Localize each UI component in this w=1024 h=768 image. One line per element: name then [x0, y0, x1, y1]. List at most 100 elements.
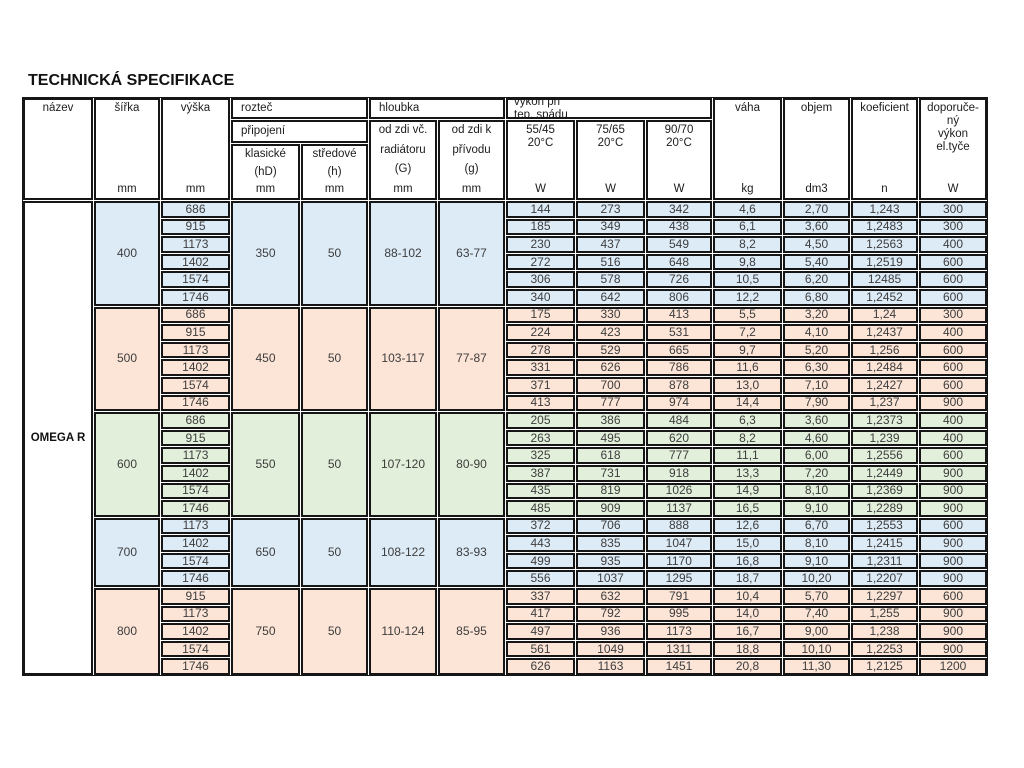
group-width-cell: 600	[94, 412, 160, 517]
group-width-cell: 800	[94, 588, 160, 676]
height-cell: 1574	[161, 271, 230, 288]
coefficient-cell: 1,2452	[851, 288, 918, 306]
coefficient-cell: 1,239	[851, 429, 918, 447]
power-5545-cell: 337	[506, 588, 575, 605]
group-depth-G-cell: 107-120	[369, 412, 437, 517]
power-9070-cell: 531	[646, 324, 712, 341]
header-objem: objem dm3	[783, 98, 850, 200]
power-5545-cell: 263	[506, 429, 575, 447]
volume-cell: 6,00	[783, 447, 850, 464]
coefficient-cell: 1,24	[851, 306, 918, 324]
height-cell: 915	[161, 588, 230, 605]
power-9070-cell: 413	[646, 306, 712, 324]
el-rod-power-cell: 300	[919, 201, 987, 218]
power-5545-cell: 224	[506, 324, 575, 341]
unit-objem: dm3	[805, 183, 828, 195]
power-9070-cell: 1173	[646, 623, 712, 640]
power-5545-cell: 387	[506, 464, 575, 482]
power-9070-cell: 1451	[646, 658, 712, 676]
coefficient-cell: 1,238	[851, 623, 918, 640]
height-cell: 915	[161, 218, 230, 236]
unit-grad-5545: W	[535, 183, 546, 195]
volume-cell: 6,20	[783, 271, 850, 288]
power-9070-cell: 888	[646, 517, 712, 535]
power-5545-cell: 325	[506, 447, 575, 464]
power-7565-cell: 578	[576, 271, 645, 288]
power-9070-cell: 1170	[646, 552, 712, 570]
power-7565-cell: 437	[576, 236, 645, 253]
el-rod-power-cell: 400	[919, 324, 987, 341]
power-9070-cell: 484	[646, 412, 712, 429]
power-7565-cell: 632	[576, 588, 645, 605]
volume-cell: 5,40	[783, 253, 850, 271]
header-roztec: rozteč	[231, 98, 368, 119]
coefficient-cell: 1,2373	[851, 412, 918, 429]
coefficient-cell: 1,2556	[851, 447, 918, 464]
power-7565-cell: 731	[576, 464, 645, 482]
el-rod-power-cell: 300	[919, 306, 987, 324]
power-7565-cell: 618	[576, 447, 645, 464]
unit-grad-9070: W	[673, 183, 685, 195]
group-depth-g-cell: 77-87	[438, 306, 505, 412]
unit-vyska: mm	[185, 183, 206, 195]
group-depth-G-cell: 110-124	[369, 588, 437, 676]
unit-sirka: mm	[117, 183, 137, 195]
spec-table: název šířka mm výška mm rozteč připojení…	[22, 97, 988, 677]
weight-cell: 9,8	[713, 253, 782, 271]
table-body: OMEGA R 400 350 50 88-102 63-77 686 144 273 342 4,…	[23, 201, 987, 676]
el-rod-power-cell: 600	[919, 271, 987, 288]
weight-cell: 11,1	[713, 447, 782, 464]
coefficient-cell: 1,2415	[851, 535, 918, 552]
group-depth-g-cell: 63-77	[438, 201, 505, 306]
power-7565-cell: 495	[576, 429, 645, 447]
el-rod-power-cell: 900	[919, 623, 987, 640]
height-cell: 1574	[161, 640, 230, 658]
power-9070-cell: 1026	[646, 482, 712, 500]
weight-cell: 6,1	[713, 218, 782, 236]
header-hloubka: hloubka	[369, 98, 505, 119]
power-5545-cell: 331	[506, 359, 575, 376]
coefficient-cell: 1,2563	[851, 236, 918, 253]
weight-cell: 4,6	[713, 201, 782, 218]
height-cell: 1746	[161, 658, 230, 676]
volume-cell: 8,10	[783, 482, 850, 500]
power-9070-cell: 777	[646, 447, 712, 464]
el-rod-power-cell: 900	[919, 394, 987, 412]
group-depth-g-cell: 83-93	[438, 517, 505, 588]
weight-cell: 14,0	[713, 605, 782, 623]
coefficient-cell: 12485	[851, 271, 918, 288]
weight-cell: 10,5	[713, 271, 782, 288]
el-rod-power-cell: 1200	[919, 658, 987, 676]
el-rod-power-cell: 600	[919, 253, 987, 271]
volume-cell: 9,10	[783, 500, 850, 517]
power-5545-cell: 556	[506, 570, 575, 588]
el-rod-power-cell: 900	[919, 500, 987, 517]
header-vyska: výška mm	[161, 98, 230, 200]
power-5545-cell: 272	[506, 253, 575, 271]
weight-cell: 15,0	[713, 535, 782, 552]
power-7565-cell: 700	[576, 376, 645, 394]
power-5545-cell: 185	[506, 218, 575, 236]
height-cell: 1402	[161, 623, 230, 640]
power-5545-cell: 499	[506, 552, 575, 570]
header-koeficient: koeficient n	[851, 98, 918, 200]
volume-cell: 10,20	[783, 570, 850, 588]
weight-cell: 20,8	[713, 658, 782, 676]
power-7565-cell: 706	[576, 517, 645, 535]
power-5545-cell: 626	[506, 658, 575, 676]
power-5545-cell: 371	[506, 376, 575, 394]
coefficient-cell: 1,2437	[851, 324, 918, 341]
power-5545-cell: 435	[506, 482, 575, 500]
height-cell: 1574	[161, 552, 230, 570]
power-9070-cell: 974	[646, 394, 712, 412]
weight-cell: 5,5	[713, 306, 782, 324]
power-5545-cell: 485	[506, 500, 575, 517]
power-7565-cell: 330	[576, 306, 645, 324]
el-rod-power-cell: 300	[919, 218, 987, 236]
power-9070-cell: 342	[646, 201, 712, 218]
weight-cell: 11,6	[713, 359, 782, 376]
header-vykon: výkon při tep. spádu	[506, 98, 712, 119]
weight-cell: 12,2	[713, 288, 782, 306]
power-5545-cell: 443	[506, 535, 575, 552]
group-width-cell: 400	[94, 201, 160, 306]
